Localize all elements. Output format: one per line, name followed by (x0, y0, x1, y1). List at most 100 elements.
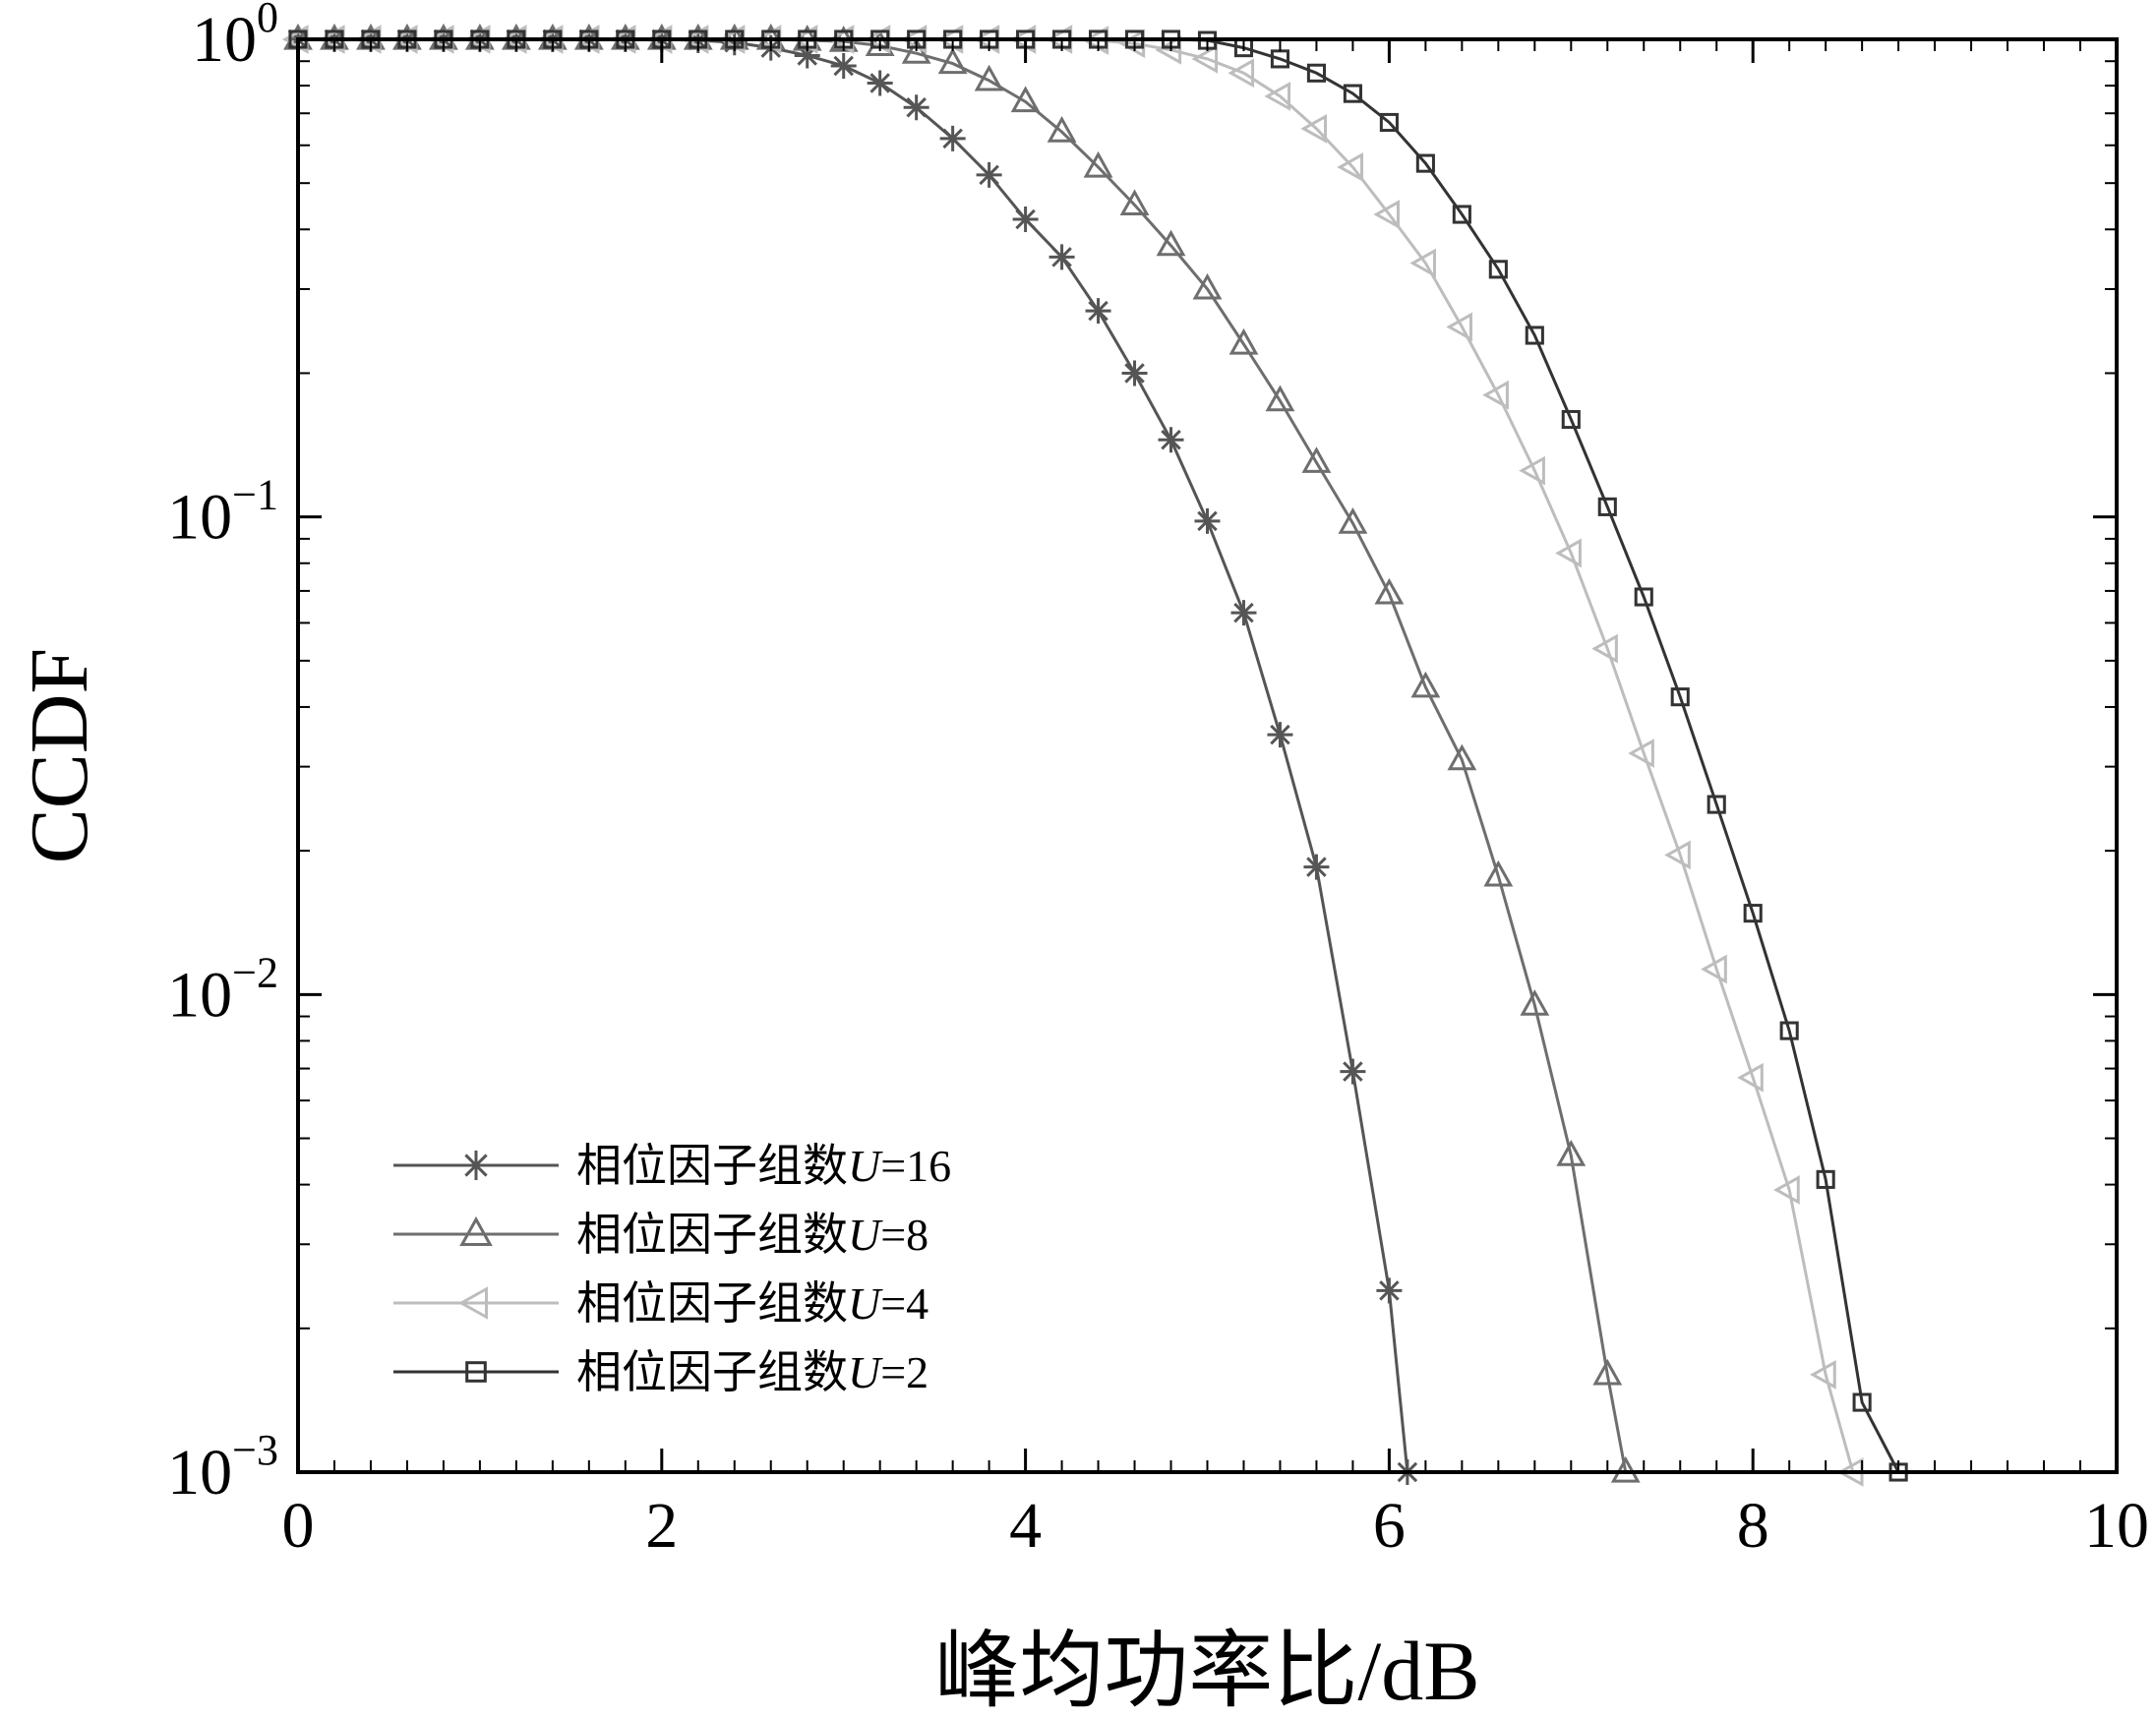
data-point (974, 64, 1004, 91)
legend-label: 相位因子组数U=2 (576, 1347, 928, 1397)
data-point (1306, 63, 1327, 83)
legend-marker (457, 1286, 488, 1320)
data-point (1628, 739, 1654, 768)
data-point (1156, 229, 1186, 257)
data-point (1483, 859, 1514, 887)
data-point (1338, 507, 1368, 534)
data-point (1737, 1062, 1764, 1093)
data-point (1779, 1021, 1799, 1040)
data-point (1119, 189, 1150, 216)
data-point (1337, 152, 1364, 182)
data-point (1373, 200, 1400, 229)
y-tick-label: 10−3 (167, 1426, 278, 1509)
data-point (939, 125, 966, 151)
data-point (1340, 1058, 1366, 1085)
legend-entry: 相位因子组数U=8 (393, 1210, 928, 1260)
data-point (1556, 1140, 1587, 1166)
data-point (1155, 34, 1182, 65)
x-tick-label: 4 (1009, 1490, 1042, 1562)
data-point (1707, 795, 1726, 814)
x-tick-label: 8 (1737, 1490, 1769, 1562)
legend-label: 相位因子组数U=16 (576, 1141, 951, 1191)
data-point (1488, 260, 1508, 279)
legend-label: 相位因子组数U=4 (576, 1278, 928, 1329)
x-tick-label: 2 (645, 1490, 678, 1562)
data-point (1409, 248, 1436, 278)
plot-frame (296, 37, 2119, 1474)
legend-entry: 相位因子组数U=2 (393, 1347, 928, 1397)
data-point (1520, 989, 1550, 1016)
data-point (1374, 577, 1405, 605)
data-point (1852, 1392, 1872, 1412)
y-tick-label: 10−2 (167, 948, 278, 1031)
data-point (1228, 58, 1255, 89)
data-point (1773, 1175, 1800, 1205)
data-point (1482, 380, 1509, 410)
series-group (288, 30, 1908, 1482)
data-point (1085, 298, 1111, 325)
series-group (283, 23, 1641, 1483)
data-point (1597, 497, 1617, 516)
y-tick-label: 100 (192, 0, 278, 76)
data-point (1158, 427, 1184, 453)
legend: 相位因子组数U=16 相位因子组数U=8 相位因子组数U=4 相位因子组数U=2 (393, 1141, 951, 1397)
data-point (1701, 954, 1727, 984)
data-point (1592, 1358, 1623, 1386)
tick-layer: 0 2 4 6 8 10 100 10−1 10−2 10−3 (167, 0, 2149, 1562)
data-point (903, 94, 929, 121)
data-point (1121, 360, 1148, 386)
data-point (1664, 840, 1691, 870)
data-point (1446, 312, 1472, 342)
data-point (830, 52, 857, 79)
data-point (1410, 671, 1441, 698)
data-point (1194, 507, 1221, 534)
x-tick-label: 10 (2084, 1490, 2149, 1562)
data-point (1010, 86, 1041, 113)
data-point (1048, 244, 1075, 270)
x-tick-label: 6 (1373, 1490, 1406, 1562)
data-point (1228, 327, 1259, 355)
series-line (298, 37, 1855, 1473)
data-point (1415, 153, 1435, 173)
y-axis-title: CCDF (14, 648, 105, 863)
legend-marker (459, 1215, 493, 1246)
series-group (285, 27, 1420, 1485)
data-point (1447, 743, 1477, 771)
data-point (1525, 326, 1544, 345)
data-point (1265, 385, 1295, 412)
data-point (1300, 113, 1328, 144)
data-point (1519, 455, 1545, 486)
data-point (1743, 904, 1763, 923)
legend-marker (465, 1361, 487, 1383)
data-point (1192, 272, 1223, 300)
data-point (1379, 112, 1399, 133)
series-line (298, 37, 1900, 1473)
legend-marker (461, 1151, 491, 1180)
data-point (1810, 1359, 1836, 1390)
data-point (1561, 409, 1581, 430)
data-point (937, 47, 968, 75)
data-point (976, 161, 1002, 188)
data-point (1634, 587, 1653, 607)
legend-entry: 相位因子组数U=16 (393, 1141, 951, 1191)
data-point (1376, 1277, 1403, 1304)
data-point (1452, 205, 1471, 224)
legend-label: 相位因子组数U=8 (576, 1210, 928, 1260)
x-tick-label: 0 (282, 1490, 315, 1562)
data-point (1591, 633, 1618, 664)
data-point (1230, 600, 1257, 626)
series-layer (281, 23, 1908, 1487)
data-point (1083, 150, 1113, 178)
data-point (794, 42, 820, 69)
data-point (867, 70, 893, 96)
data-point (1555, 538, 1582, 568)
data-point (1303, 854, 1330, 880)
data-point (1267, 722, 1293, 748)
x-axis-title: 峰均功率比/dB (934, 1624, 1479, 1718)
data-point (1670, 687, 1690, 707)
y-tick-label: 10−1 (167, 471, 278, 554)
series-group (281, 25, 1864, 1487)
data-point (1047, 116, 1077, 143)
